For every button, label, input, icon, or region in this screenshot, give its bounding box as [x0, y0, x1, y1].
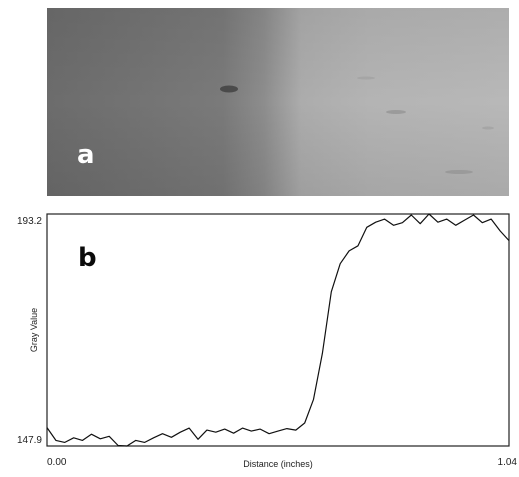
x-tick-label-max: 1.04: [498, 457, 518, 468]
streak: [445, 170, 473, 174]
plot-frame: [46, 213, 510, 447]
grayscale-image-panel: a: [47, 8, 509, 196]
streak: [482, 126, 494, 130]
streak: [357, 76, 375, 80]
y-axis-label: Gray Value: [29, 308, 39, 352]
series-line: [46, 213, 510, 447]
panel-b-label: b: [78, 243, 97, 273]
grayscale-image: [47, 8, 509, 196]
y-tick-label-max: 193.2: [17, 216, 42, 227]
panel-a-label: a: [77, 140, 95, 170]
y-tick-label-min: 147.9: [17, 435, 42, 446]
x-tick-label-min: 0.00: [47, 457, 67, 468]
x-axis-label: Distance (inches): [243, 459, 313, 469]
streak: [386, 110, 406, 114]
dark-spot: [220, 85, 238, 93]
